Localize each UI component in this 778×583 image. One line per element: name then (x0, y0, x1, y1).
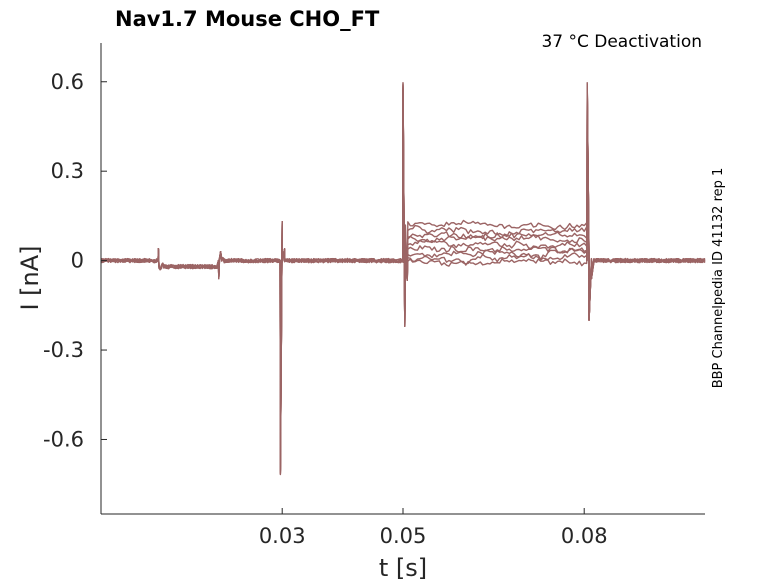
y-tick-label: 0.6 (51, 70, 84, 94)
current-trace (100, 82, 706, 476)
x-tick-label: 0.08 (561, 524, 608, 548)
x-axis-label: t [s] (379, 554, 427, 582)
y-tick-label: -0.3 (43, 338, 84, 362)
y-tick-label: 0 (71, 249, 84, 273)
y-axis-ticks: 0.6 0.3 0 -0.3 -0.6 (43, 70, 107, 451)
chart-title: Nav1.7 Mouse CHO_FT (115, 7, 380, 31)
x-tick-label: 0.03 (259, 524, 306, 548)
y-axis-label: I [nA] (16, 245, 44, 310)
x-tick-label: 0.05 (380, 524, 427, 548)
y-tick-label: 0.3 (51, 159, 84, 183)
chart-subtitle: 37 °C Deactivation (541, 32, 702, 52)
x-axis-ticks: 0.03 0.05 0.08 (259, 508, 608, 548)
plot-traces (100, 82, 706, 476)
y-tick-label: -0.6 (43, 427, 84, 451)
side-label: BBP Channelpedia ID 41132 rep 1 (711, 168, 726, 389)
